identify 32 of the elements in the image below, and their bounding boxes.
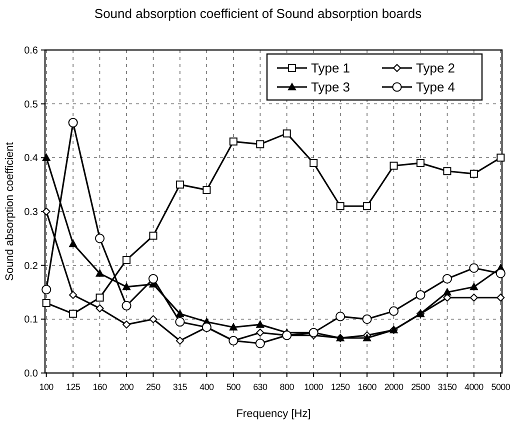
y-tick-label: 0.6 bbox=[24, 46, 38, 56]
x-tick-label: 400 bbox=[200, 382, 214, 392]
legend-label: Type 2 bbox=[416, 60, 456, 76]
x-tick-label: 100 bbox=[39, 382, 54, 392]
x-tick-label: 1600 bbox=[358, 382, 377, 392]
legend-label: Type 4 bbox=[416, 80, 456, 95]
x-tick-label: 800 bbox=[280, 382, 294, 392]
x-tick-label: 200 bbox=[119, 382, 134, 392]
x-tick-label: 160 bbox=[92, 382, 108, 392]
x-tick-label: 500 bbox=[226, 382, 241, 392]
x-tick-label: 5000 bbox=[491, 382, 510, 392]
x-tick-label: 125 bbox=[66, 382, 80, 392]
x-tick-label: 4000 bbox=[464, 382, 484, 392]
x-tick-label: 1250 bbox=[330, 382, 350, 392]
y-axis-title: Sound absorption coefficient bbox=[4, 142, 16, 281]
x-tick-label: 630 bbox=[253, 382, 268, 392]
x-tick-label: 315 bbox=[172, 382, 188, 392]
y-tick-label: 0.0 bbox=[24, 368, 38, 380]
y-tick-label: 0.1 bbox=[24, 314, 38, 326]
x-axis-title: Frequency [Hz] bbox=[236, 408, 311, 420]
y-tick-label: 0.3 bbox=[24, 207, 38, 218]
x-tick-label: 2500 bbox=[411, 382, 430, 392]
y-tick-label: 0.5 bbox=[24, 99, 38, 110]
y-tick-label: 0.2 bbox=[24, 260, 38, 272]
x-tick-label: 250 bbox=[146, 382, 161, 392]
chart-title: Sound absorption coefficient of Sound absorption boards bbox=[94, 6, 422, 21]
x-tick-label: 2000 bbox=[384, 382, 404, 392]
y-tick-label: 0.4 bbox=[24, 153, 38, 164]
legend-label: Type 1 bbox=[311, 60, 350, 76]
legend-label: Type 3 bbox=[311, 80, 350, 95]
x-tick-label: 3150 bbox=[438, 382, 457, 392]
x-tick-label: 1000 bbox=[304, 382, 324, 392]
